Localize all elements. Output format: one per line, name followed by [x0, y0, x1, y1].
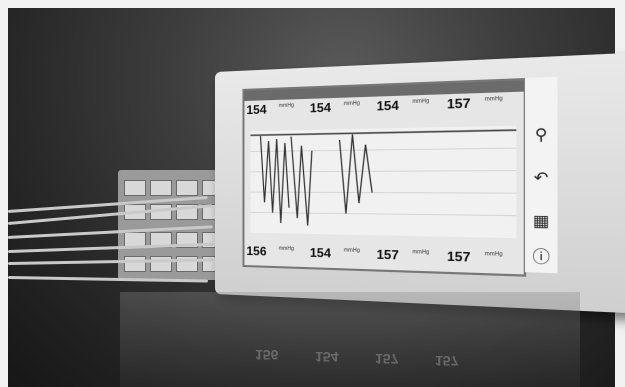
recorder-front-bezel: 154 mmHg 154 mmHg 154 mmHg 157 mmHg	[215, 53, 625, 314]
readout-cell: 154 mmHg	[244, 101, 305, 119]
readout-unit: mmHg	[344, 100, 360, 107]
readout-unit: mmHg	[412, 98, 429, 105]
readout-unit: mmHg	[485, 96, 503, 103]
readout-unit: mmHg	[279, 102, 294, 109]
socket	[150, 180, 172, 196]
readout-cell: 157 mmHg	[445, 94, 517, 114]
readout-value: 154	[377, 98, 399, 114]
scan-margin-top	[0, 0, 625, 8]
reflection-value: 157	[375, 351, 398, 367]
readout-cell: 157 mmHg	[374, 247, 442, 266]
reflection-value: 157	[435, 353, 458, 369]
scan-margin-left	[0, 0, 8, 387]
readout-cell: 154 mmHg	[308, 99, 372, 118]
trend-plot	[250, 126, 516, 239]
magnifier-icon[interactable]: ⚲	[529, 123, 554, 146]
folder-icon[interactable]: ▦	[529, 209, 554, 232]
readout-unit: mmHg	[279, 246, 294, 253]
readout-unit: mmHg	[412, 249, 429, 256]
socket	[124, 256, 146, 272]
table-reflection: 156 154 157 157	[120, 292, 580, 387]
return-arrow-icon[interactable]: ↶	[529, 166, 554, 189]
readout-value: 154	[246, 102, 266, 117]
readout-cell: 157 mmHg	[445, 249, 517, 269]
readout-value: 157	[377, 247, 399, 263]
readout-cell: 156 mmHg	[244, 244, 305, 262]
readout-unit: mmHg	[485, 251, 503, 258]
readout-value: 157	[447, 249, 471, 265]
socket	[176, 180, 198, 196]
readout-value: 154	[310, 100, 331, 115]
readout-cell: 154 mmHg	[308, 245, 372, 264]
info-icon[interactable]: ⓘ	[529, 245, 554, 268]
readout-cell: 154 mmHg	[374, 97, 442, 116]
readout-unit: mmHg	[344, 247, 360, 254]
bottom-readout-row: 156 mmHg 154 mmHg 157 mmHg 157 mmHg	[244, 243, 523, 270]
readout-value: 156	[246, 244, 266, 259]
reflection-value: 156	[255, 347, 278, 363]
socket	[124, 180, 146, 196]
reflection-value: 154	[315, 349, 338, 365]
display-screen: 154 mmHg 154 mmHg 154 mmHg 157 mmHg	[242, 78, 526, 277]
readout-value: 157	[447, 96, 471, 112]
readout-value: 154	[310, 245, 331, 260]
side-toolbar: ⚲ ↶ ▦ ⓘ	[525, 77, 558, 273]
